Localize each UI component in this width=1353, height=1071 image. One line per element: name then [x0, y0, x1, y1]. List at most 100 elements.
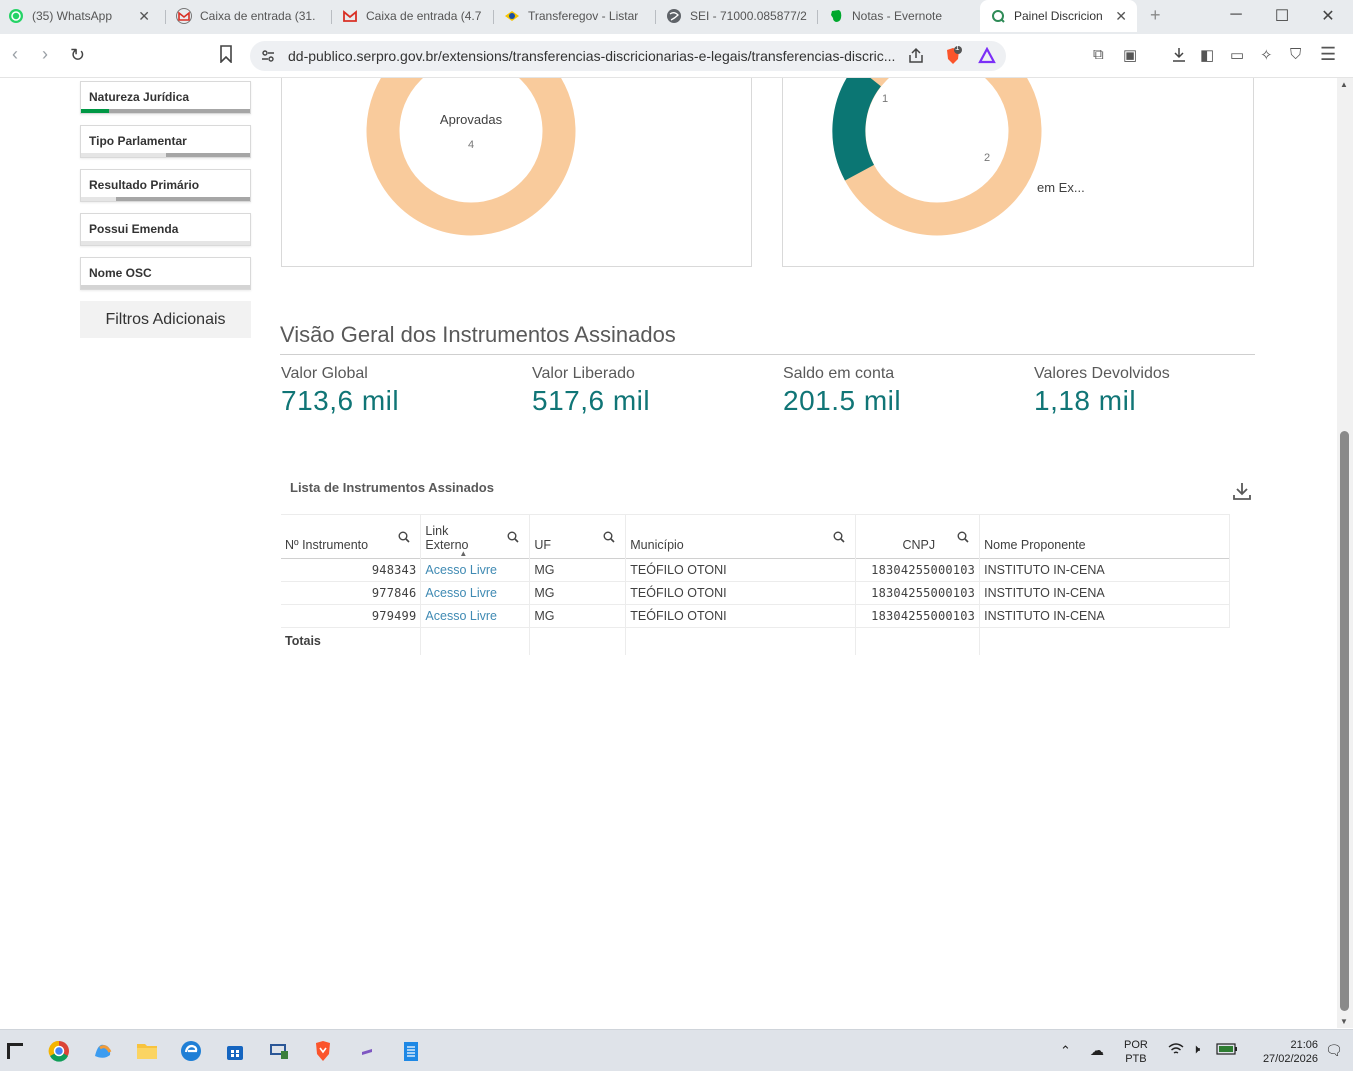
downloads-icon[interactable] [1170, 46, 1188, 68]
table-row[interactable]: 977846 Acesso Livre MG TEÓFILO OTONI 183… [281, 581, 1230, 605]
sidebar-toggle-icon[interactable]: ◧ [1200, 47, 1215, 64]
donut-chart-right[interactable] [783, 78, 1255, 267]
file-explorer-icon[interactable] [135, 1040, 159, 1062]
donut-chart-left[interactable] [282, 78, 753, 267]
site-settings-icon[interactable] [260, 48, 276, 69]
tab-label: Caixa de entrada (4.7 [366, 9, 482, 23]
scroll-up-icon[interactable]: ▲ [1340, 80, 1348, 89]
menu-icon[interactable]: ☰ [1320, 44, 1337, 64]
forward-icon[interactable]: › [42, 44, 48, 64]
close-window-icon[interactable]: ✕ [1321, 8, 1335, 25]
app-icon[interactable] [355, 1040, 379, 1062]
reader-mode-icon[interactable]: ▣ [1123, 47, 1138, 64]
close-tab-icon[interactable]: ✕ [1115, 8, 1127, 24]
brave-icon[interactable] [311, 1040, 335, 1062]
column-header-proponente[interactable]: Nome Proponente [979, 514, 1230, 559]
gmail-icon [176, 8, 192, 24]
back-icon[interactable]: ‹ [12, 44, 18, 64]
battery-icon[interactable] [1216, 1042, 1238, 1059]
column-header-cnpj[interactable]: CNPJ [855, 514, 981, 559]
search-icon[interactable] [603, 531, 615, 546]
browser-tab-strip: (35) WhatsApp ✕ Caixa de entrada (31. Ca… [0, 0, 1353, 34]
remote-desktop-icon[interactable] [267, 1040, 291, 1062]
donut-segment-label: 1 [882, 93, 889, 105]
leo-ai-icon[interactable]: ✧ [1260, 47, 1273, 64]
store-icon[interactable] [223, 1040, 247, 1062]
page-scrollbar[interactable]: ▲ ▼ [1337, 78, 1353, 1028]
filter-resultado-primario[interactable]: Resultado Primário [80, 169, 251, 202]
tab-label: Painel Discricion [1014, 9, 1103, 23]
clock[interactable]: 21:06 27/02/2026 [1252, 1038, 1318, 1066]
cell-cnpj: 18304255000103 [855, 604, 981, 628]
cell-municipio: TEÓFILO OTONI [625, 581, 857, 605]
tab-transferegov[interactable]: Transferegov - Listar [504, 0, 654, 32]
chrome-icon[interactable] [47, 1040, 71, 1062]
new-tab-icon[interactable]: + [1150, 5, 1161, 25]
section-title: Visão Geral dos Instrumentos Assinados [280, 322, 676, 347]
filter-nome-osc[interactable]: Nome OSC [80, 257, 251, 290]
notepad-icon[interactable] [399, 1040, 423, 1062]
tab-evernote[interactable]: Notas - Evernote [828, 0, 978, 32]
filtros-adicionais-button[interactable]: Filtros Adicionais [80, 301, 251, 338]
table-row[interactable]: 948343 Acesso Livre MG TEÓFILO OTONI 183… [281, 558, 1230, 582]
filter-possui-emenda[interactable]: Possui Emenda [80, 213, 251, 246]
tab-painel[interactable]: Painel Discricion ✕ [980, 0, 1137, 32]
column-header-municipio[interactable]: Município [625, 514, 857, 559]
filter-label: Natureza Jurídica [89, 90, 190, 104]
table-row[interactable]: 979499 Acesso Livre MG TEÓFILO OTONI 183… [281, 604, 1230, 628]
maximize-icon[interactable]: ☐ [1274, 8, 1290, 25]
kpi-label: Valores Devolvidos [1034, 365, 1170, 382]
search-icon[interactable] [507, 531, 519, 546]
edge-icon[interactable] [179, 1040, 203, 1062]
column-header-instrumento[interactable]: Nº Instrumento [281, 514, 422, 559]
show-hidden-icons-icon[interactable]: ⌃ [1060, 1043, 1071, 1058]
section-divider [280, 354, 1255, 355]
keyboard-layout: PTB [1125, 1053, 1147, 1065]
cell-proponente: INSTITUTO IN-CENA [979, 558, 1230, 582]
instrumentos-table: Nº Instrumento Link Externo ▲ UF Municíp… [281, 514, 1230, 655]
wifi-icon[interactable] [1168, 1042, 1184, 1059]
acesso-livre-link[interactable]: Acesso Livre [420, 558, 531, 582]
brave-shields-icon[interactable] [943, 46, 963, 71]
tab-gmail-2[interactable]: Caixa de entrada (4.7 [342, 0, 492, 32]
brave-rewards-icon[interactable] [978, 46, 996, 70]
vpn-icon[interactable]: ⛉ [1290, 46, 1302, 63]
search-icon[interactable] [398, 531, 410, 546]
minimize-icon[interactable]: ─ [1230, 6, 1242, 23]
filter-state-bar [81, 153, 250, 157]
volume-icon[interactable]: 🕨 [1192, 1041, 1201, 1056]
filter-natureza-juridica[interactable]: Natureza Jurídica [80, 81, 251, 114]
column-header-link-externo[interactable]: Link Externo ▲ [420, 514, 531, 559]
kpi-valor-liberado: Valor Liberado 517,6 mil [532, 365, 650, 417]
address-bar[interactable]: dd-publico.serpro.gov.br/extensions/tran… [250, 41, 1006, 71]
reload-icon[interactable]: ↻ [70, 45, 86, 65]
start-icon[interactable] [3, 1040, 27, 1062]
scrollbar-thumb[interactable] [1340, 431, 1349, 1011]
share-icon[interactable] [907, 47, 925, 70]
whatsapp-icon [8, 8, 24, 24]
extensions-icon[interactable]: ⧉ [1093, 46, 1104, 63]
tab-gmail-1[interactable]: Caixa de entrada (31. [176, 0, 326, 32]
filter-tipo-parlamentar[interactable]: Tipo Parlamentar [80, 125, 251, 158]
acesso-livre-link[interactable]: Acesso Livre [420, 604, 531, 628]
shields-count: 1 [955, 43, 960, 52]
acesso-livre-link[interactable]: Acesso Livre [420, 581, 531, 605]
copilot-icon[interactable] [91, 1040, 115, 1062]
bookmark-icon[interactable] [219, 45, 233, 67]
download-icon[interactable] [1231, 480, 1253, 507]
cell-proponente: INSTITUTO IN-CENA [979, 604, 1230, 628]
column-header-uf[interactable]: UF [529, 514, 627, 559]
close-tab-icon[interactable]: ✕ [138, 8, 150, 24]
globe-icon [666, 8, 682, 24]
filter-label: Tipo Parlamentar [89, 134, 187, 148]
tab-sei[interactable]: SEI - 71000.085877/2 [666, 0, 816, 32]
wallet-icon[interactable]: ▭ [1230, 47, 1245, 64]
donut-segment-teal[interactable] [832, 78, 882, 181]
search-icon[interactable] [957, 531, 969, 546]
language-indicator[interactable]: POR PTB [1124, 1038, 1148, 1066]
onedrive-icon[interactable]: ☁ [1090, 1042, 1104, 1058]
notifications-icon[interactable]: 🗨 [1325, 1042, 1343, 1058]
tab-whatsapp[interactable]: (35) WhatsApp ✕ [8, 0, 160, 32]
scroll-down-icon[interactable]: ▼ [1340, 1017, 1348, 1026]
search-icon[interactable] [833, 531, 845, 546]
